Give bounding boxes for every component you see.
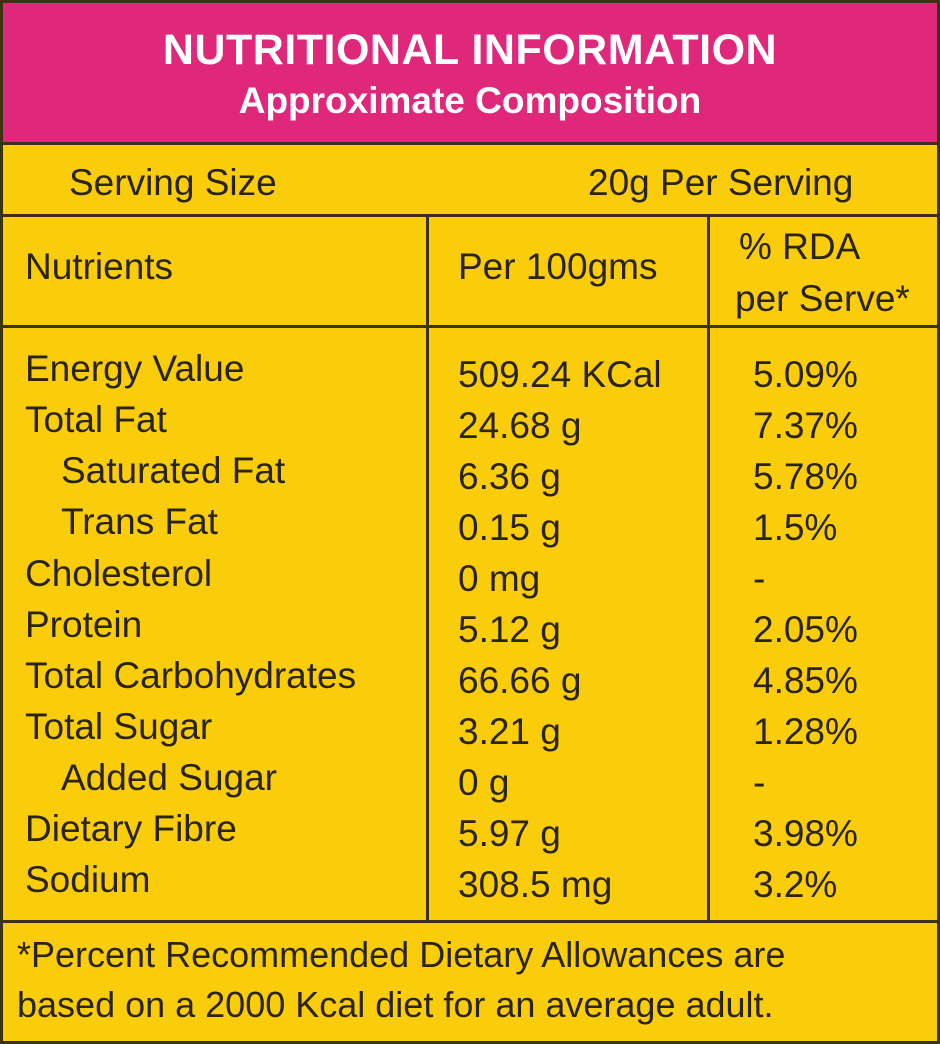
nutrient-name: Energy Value	[25, 348, 245, 389]
divider-header	[3, 325, 937, 328]
column-header-rda-line2: per Serve*	[735, 278, 910, 319]
per100-value: 0 mg	[458, 558, 541, 599]
nutrient-name: Sodium	[25, 859, 151, 900]
footnote-line2: based on a 2000 Kcal diet for an average…	[17, 984, 774, 1025]
nutrient-name: Cholesterol	[25, 553, 213, 594]
label-header: NUTRITIONAL INFORMATION Approximate Comp…	[3, 3, 937, 145]
nutrient-name: Total Sugar	[25, 706, 213, 747]
divider-serving	[3, 214, 937, 217]
nutrient-name-sub: Saturated Fat	[61, 450, 286, 491]
rda-value: -	[753, 762, 766, 803]
per100-value: 0 g	[458, 762, 510, 803]
nutrient-name: Dietary Fibre	[25, 808, 237, 849]
per100-value: 6.36 g	[458, 456, 561, 497]
rda-value: 3.2%	[753, 864, 838, 905]
rda-value: 4.85%	[753, 660, 858, 701]
per100-value: 509.24 KCal	[458, 354, 662, 395]
divider-footnote	[3, 920, 937, 923]
nutrient-name: Total Carbohydrates	[25, 655, 357, 696]
serving-size-value: 20g Per Serving	[588, 162, 854, 203]
label-subtitle: Approximate Composition	[238, 80, 702, 121]
nutrient-name: Total Fat	[25, 399, 167, 440]
column-header-per100: Per 100gms	[458, 246, 658, 287]
per100-value: 0.15 g	[458, 507, 561, 548]
per100-value: 5.12 g	[458, 609, 561, 650]
rda-value: -	[753, 558, 766, 599]
rda-value: 5.78%	[753, 456, 858, 497]
rda-value: 3.98%	[753, 813, 858, 854]
column-divider-2	[707, 216, 710, 921]
nutrient-name-sub: Trans Fat	[61, 501, 218, 542]
rda-value: 2.05%	[753, 609, 858, 650]
per100-value: 66.66 g	[458, 660, 582, 701]
rda-value: 1.28%	[753, 711, 858, 752]
footnote-line1: *Percent Recommended Dietary Allowances …	[17, 934, 786, 975]
rda-value: 5.09%	[753, 354, 858, 395]
label-title: NUTRITIONAL INFORMATION	[162, 26, 778, 74]
per100-value: 308.5 mg	[458, 864, 613, 905]
rda-value: 7.37%	[753, 405, 858, 446]
column-header-rda-line1: % RDA	[739, 226, 861, 267]
serving-size-label: Serving Size	[69, 162, 277, 203]
per100-value: 3.21 g	[458, 711, 561, 752]
column-header-nutrients: Nutrients	[25, 246, 174, 287]
rda-value: 1.5%	[753, 507, 838, 548]
nutrient-name-sub: Added Sugar	[61, 757, 278, 798]
per100-value: 5.97 g	[458, 813, 561, 854]
column-divider-1	[426, 216, 429, 921]
per100-value: 24.68 g	[458, 405, 582, 446]
nutrient-name: Protein	[25, 604, 143, 645]
